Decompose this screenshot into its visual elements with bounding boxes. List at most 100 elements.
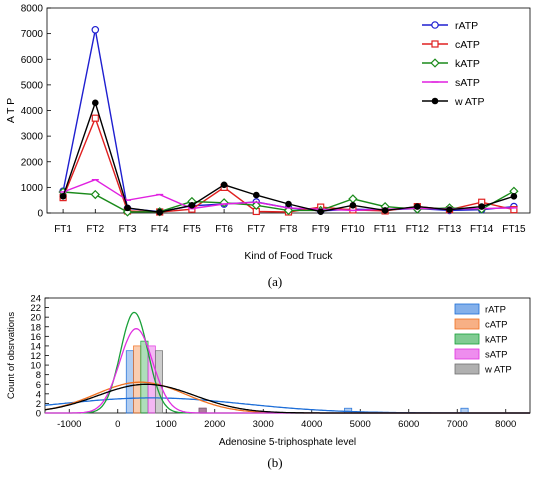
data-point-w-atp	[285, 200, 292, 208]
x-tick-label-ft11: FT11	[374, 224, 397, 235]
data-point-w-atp	[124, 204, 131, 212]
x-tick-label-ft1: FT1	[54, 224, 72, 235]
data-point-katp	[90, 189, 100, 200]
data-point-w-atp	[478, 203, 486, 210]
bars-ratp	[125, 350, 469, 414]
histogram-bar-catp	[133, 345, 142, 414]
y-tick-label: 24	[30, 294, 41, 305]
y-tick-label: 0	[37, 209, 43, 220]
y-tick-label: 14	[30, 341, 41, 352]
data-point-catp	[91, 114, 99, 122]
legend-label-ratp: rATP	[485, 305, 506, 316]
y-axis-label: A T P	[5, 98, 17, 123]
y-tick-label: 2	[36, 399, 41, 410]
legend: rATP cATP kATP sATP w ATP	[454, 303, 512, 376]
legend-swatch-ratp	[454, 303, 480, 315]
x-tick-label-ft2: FT2	[86, 224, 104, 235]
legend-label-satp: sATP	[455, 77, 480, 89]
data-point-w-atp	[317, 208, 325, 216]
legend-swatch-katp	[454, 333, 480, 345]
data-point-katp	[251, 200, 261, 210]
x-axis-label: Adenosine 5-triphosphate level	[219, 437, 356, 448]
data-point-katp	[348, 194, 358, 204]
data-point-w-atp	[92, 99, 99, 107]
x-tick-label: 8000	[495, 419, 516, 430]
legend-marker-catp	[431, 40, 439, 48]
panel-a-label: (a)	[268, 274, 282, 289]
legend-marker-katp	[430, 58, 440, 68]
x-tick-label-ft5: FT5	[183, 224, 201, 235]
data-point-catp	[510, 206, 518, 214]
y-tick-label: 1000	[21, 183, 44, 194]
y-tick-label: 10	[30, 361, 41, 372]
data-point-ratp	[91, 25, 100, 34]
line-chart-atp-by-food-truck: 0 1000 2000 3000 4000 5000 6000 7000 8000 FT1 FT2 F…	[5, 4, 531, 262]
x-tick-label-ft13: FT13	[438, 224, 462, 235]
data-point-w-atp	[510, 193, 518, 200]
y-axis-label: Count of obsrvations	[6, 312, 17, 399]
x-tick-label: 3000	[253, 419, 274, 430]
bars-w-atp	[154, 350, 207, 414]
y-tick-label: 8000	[21, 4, 44, 15]
legend-label-ratp: rATP	[455, 20, 478, 32]
x-tick-label-ft6: FT6	[215, 224, 233, 235]
x-tick-label-ft9: FT9	[312, 224, 330, 235]
data-point-w-atp	[59, 193, 67, 200]
y-tick-label: 12	[30, 351, 41, 362]
legend-swatch-w-atp	[454, 363, 480, 375]
series-line-w-atp	[62, 100, 515, 213]
legend-label-catp: cATP	[485, 320, 508, 331]
x-tick-label-ft7: FT7	[247, 224, 265, 235]
y-tick-label: 6	[36, 380, 41, 391]
x-tick-label: 1000	[156, 419, 177, 430]
legend-swatch-catp	[454, 318, 480, 330]
data-point-w-atp	[349, 202, 357, 209]
x-tick-label-ft4: FT4	[151, 224, 169, 235]
series-line-ratp	[62, 29, 514, 213]
histogram-bar-ratp	[125, 350, 134, 414]
x-tick-label-ft10: FT10	[341, 224, 365, 235]
y-tick-label: 18	[30, 322, 41, 333]
legend-label-catp: cATP	[455, 39, 480, 51]
legend-label-w-atp: w ATP	[484, 365, 512, 376]
y-tick-label: 6000	[21, 55, 44, 66]
y-tick-label: 0	[36, 409, 41, 420]
data-point-w-atp	[220, 181, 228, 189]
x-tick-label-ft14: FT14	[470, 224, 494, 235]
legend-label-satp: sATP	[485, 350, 508, 361]
x-tick-label: 6000	[398, 419, 419, 430]
series-w-atp	[59, 99, 518, 216]
data-point-w-atp	[446, 206, 453, 213]
x-axis-label: Kind of Food Truck	[244, 250, 333, 262]
data-point-w-atp	[414, 203, 421, 210]
y-tick-label: 7000	[21, 29, 44, 40]
legend-marker-w-atp	[431, 97, 439, 105]
series-ratp	[59, 25, 518, 216]
x-tick-label: 4000	[301, 419, 322, 430]
panel-b-label: (b)	[267, 455, 282, 470]
histogram-bar-w-atp	[198, 407, 207, 414]
x-tick-label: 0	[115, 419, 120, 430]
x-tick-label-ft8: FT8	[280, 224, 298, 235]
y-tick-label: 5000	[21, 80, 44, 91]
x-tick-label-ft3: FT3	[119, 224, 137, 235]
legend-swatch-satp	[454, 348, 480, 360]
legend-label-w-atp: w ATP	[454, 96, 485, 108]
y-tick-label: 2000	[21, 157, 44, 168]
x-tick-label-ft12: FT12	[406, 224, 430, 235]
normal-curve-w-atp	[44, 383, 530, 414]
x-tick-label: 7000	[447, 419, 468, 430]
histogram-bar-ratp	[344, 407, 353, 414]
x-tick-label: 5000	[350, 419, 371, 430]
data-point-w-atp	[381, 207, 389, 214]
y-tick-label: 22	[30, 303, 41, 314]
x-tick-label-ft15: FT15	[502, 224, 526, 235]
y-tick-label: 8	[36, 370, 41, 381]
y-tick-label: 4000	[21, 106, 44, 117]
histogram-bar-katp	[140, 340, 149, 414]
legend: rATP cATP kATP sATP w ATP	[422, 20, 485, 108]
data-point-w-atp	[252, 191, 260, 199]
x-tick-label: -1000	[57, 419, 81, 430]
